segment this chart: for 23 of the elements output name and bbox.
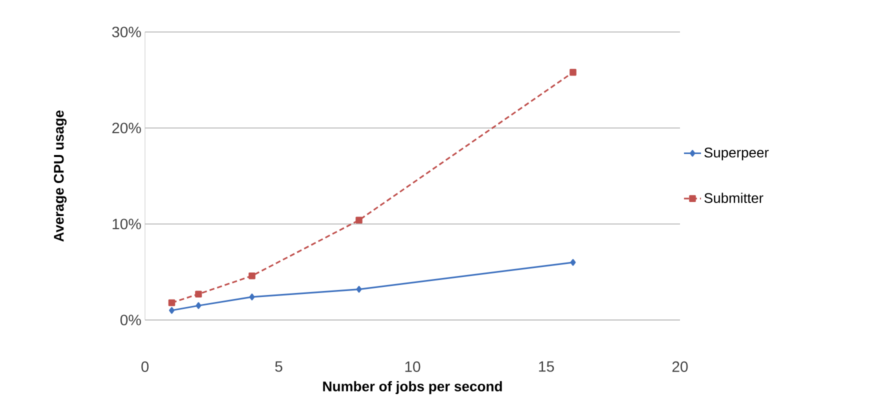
point	[169, 307, 174, 314]
point	[249, 294, 255, 300]
y-axis-title: Average CPU usage	[54, 110, 67, 242]
x-tick-label: 5	[275, 361, 282, 372]
legend-label: Submitter	[704, 192, 764, 203]
x-tick-label: 20	[672, 361, 688, 372]
x-tick-label: 15	[539, 361, 554, 372]
point	[570, 259, 576, 266]
point	[570, 68, 576, 76]
point	[195, 290, 202, 298]
point	[356, 216, 362, 224]
point	[248, 272, 256, 280]
y-tick-label: 10%	[112, 218, 141, 230]
point	[168, 299, 176, 306]
x-axis-title: Number of jobs per second	[323, 381, 502, 394]
x-tick-label: 10	[405, 361, 420, 372]
y-tick-label: 20%	[112, 122, 141, 134]
y-tick-label: 0%	[120, 314, 141, 326]
point	[356, 286, 362, 293]
y-tick-label: 30%	[112, 26, 141, 38]
legend-label: Superpeer	[704, 148, 769, 160]
x-tick-label: 0	[141, 361, 149, 372]
point	[196, 302, 202, 309]
